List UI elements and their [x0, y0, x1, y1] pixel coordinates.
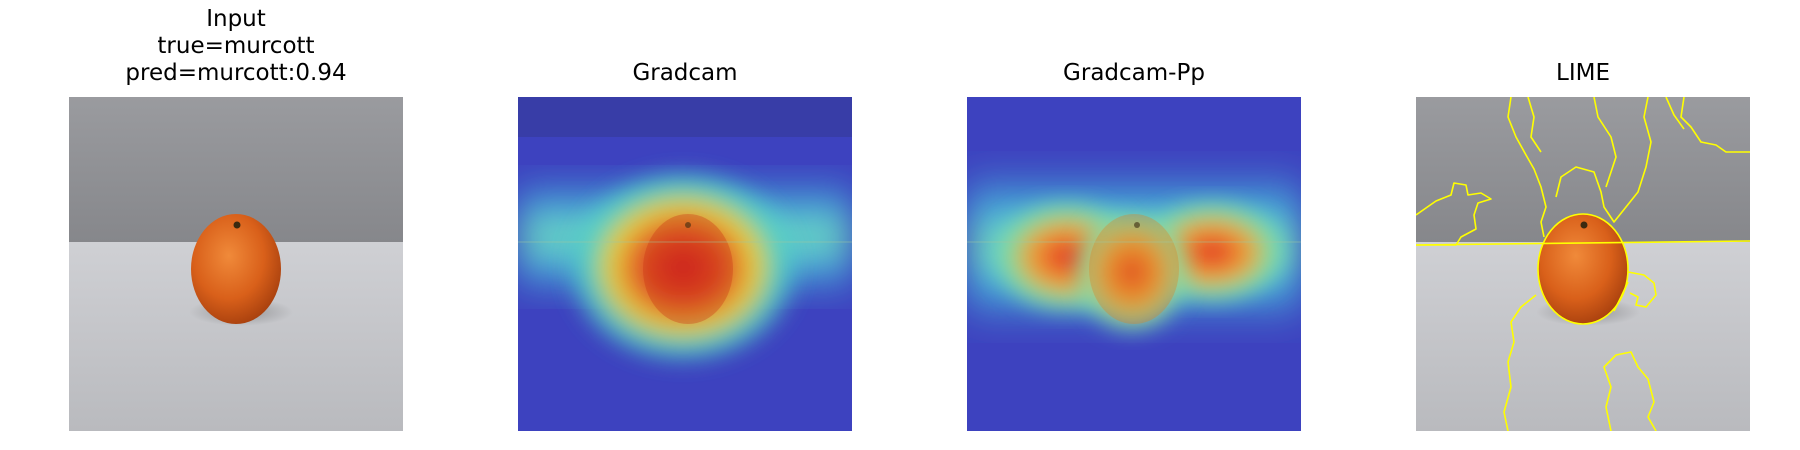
title-line: pred=murcott:0.94: [125, 60, 347, 86]
input-image: [69, 97, 403, 431]
panel-lime: LIME: [1416, 0, 1750, 450]
gradcam-pp-heatmap-image: [967, 97, 1301, 431]
panel-gradcam-pp: Gradcam-Pp: [967, 0, 1301, 450]
panel-title: LIME: [1416, 60, 1750, 87]
panel-title: Input true=murcott pred=murcott:0.94: [69, 6, 403, 87]
panel-title: Gradcam-Pp: [967, 60, 1301, 87]
title-line: Gradcam: [632, 60, 738, 86]
title-line: LIME: [1556, 60, 1610, 86]
gradcam-heatmap-image: [518, 97, 852, 431]
lime-superpixel-image: [1416, 97, 1750, 431]
panel-gradcam: Gradcam: [518, 0, 852, 450]
title-line: Input: [206, 6, 266, 32]
title-line: true=murcott: [157, 33, 315, 59]
panel-title: Gradcam: [518, 60, 852, 87]
panel-input: Input true=murcott pred=murcott:0.94: [69, 0, 403, 450]
title-line: Gradcam-Pp: [1063, 60, 1205, 86]
